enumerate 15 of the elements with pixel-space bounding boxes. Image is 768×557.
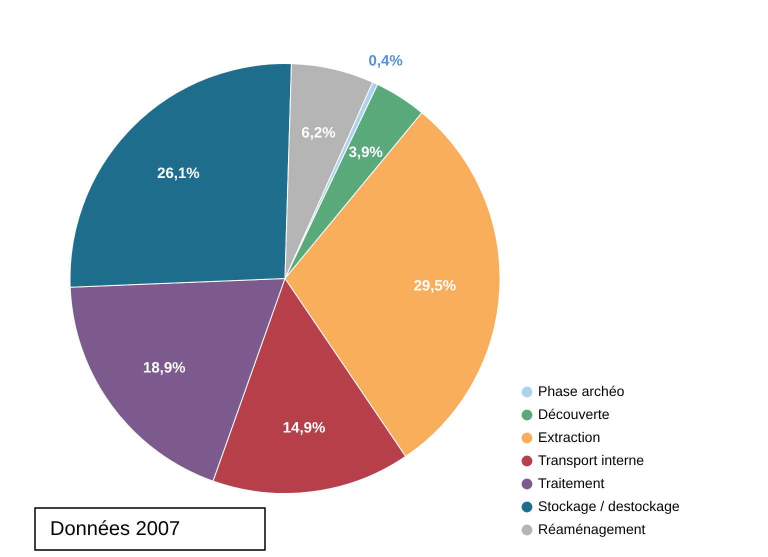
data-label: 6,2% <box>301 124 336 142</box>
text: Données 2007 <box>50 518 180 540</box>
legend-label: Découverte <box>538 406 610 422</box>
legend-label: Réaménagement <box>538 521 646 537</box>
data-label: 18,9% <box>142 359 186 376</box>
legend-label: Transport interne <box>538 452 644 468</box>
legend-label: Traitement <box>538 475 604 491</box>
data-label: 0,4% <box>368 52 403 70</box>
legend-label: Phase archéo <box>538 383 625 399</box>
data-label: 14,9% <box>282 419 326 436</box>
legend-label: Stockage / destockage <box>538 498 680 514</box>
legend-label: Extraction <box>538 429 600 445</box>
data-label: 26,1% <box>157 165 200 182</box>
data-label: 3,9% <box>348 144 383 162</box>
data-label: 29,5% <box>414 278 456 295</box>
